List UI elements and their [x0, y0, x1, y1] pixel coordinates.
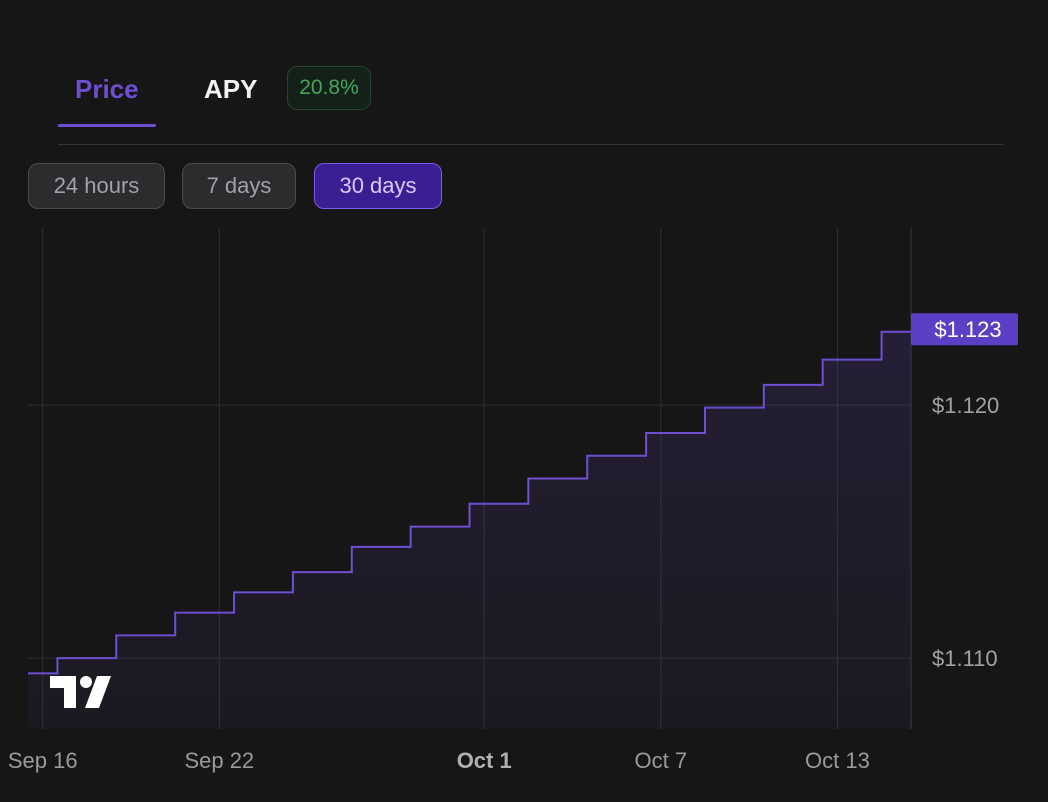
chart-tabs: Price APY 20.8%	[58, 60, 1004, 146]
range-7d-button[interactable]: 7 days	[182, 163, 296, 209]
price-area	[28, 331, 911, 729]
range-30d-button[interactable]: 30 days	[314, 163, 442, 209]
current-price-marker	[911, 313, 1018, 346]
tradingview-logo-icon	[50, 676, 111, 708]
x-tick-label: Oct 1	[457, 748, 512, 773]
y-tick-label: $1.120	[932, 393, 999, 418]
tabs-divider	[58, 144, 1004, 145]
apy-badge: 20.8%	[287, 66, 371, 110]
range-24h-button[interactable]: 24 hours	[28, 163, 165, 209]
price-chart: Sep 16 Sep 22 Oct 1 Oct 7 Oct 13 $1.120 $1.110…	[8, 228, 1018, 773]
y-tick-label: $1.110	[932, 646, 998, 671]
price-line	[28, 330, 911, 675]
x-tick-label: Sep 22	[184, 748, 254, 773]
tab-price[interactable]: Price	[75, 74, 139, 104]
active-tab-indicator	[58, 124, 156, 127]
tab-apy[interactable]: APY	[204, 74, 258, 104]
x-tick-label: Sep 16	[8, 748, 78, 773]
x-tick-label: Oct 13	[805, 748, 870, 773]
x-tick-label: Oct 7	[635, 748, 688, 773]
current-price-label: $1.123	[934, 317, 1001, 342]
